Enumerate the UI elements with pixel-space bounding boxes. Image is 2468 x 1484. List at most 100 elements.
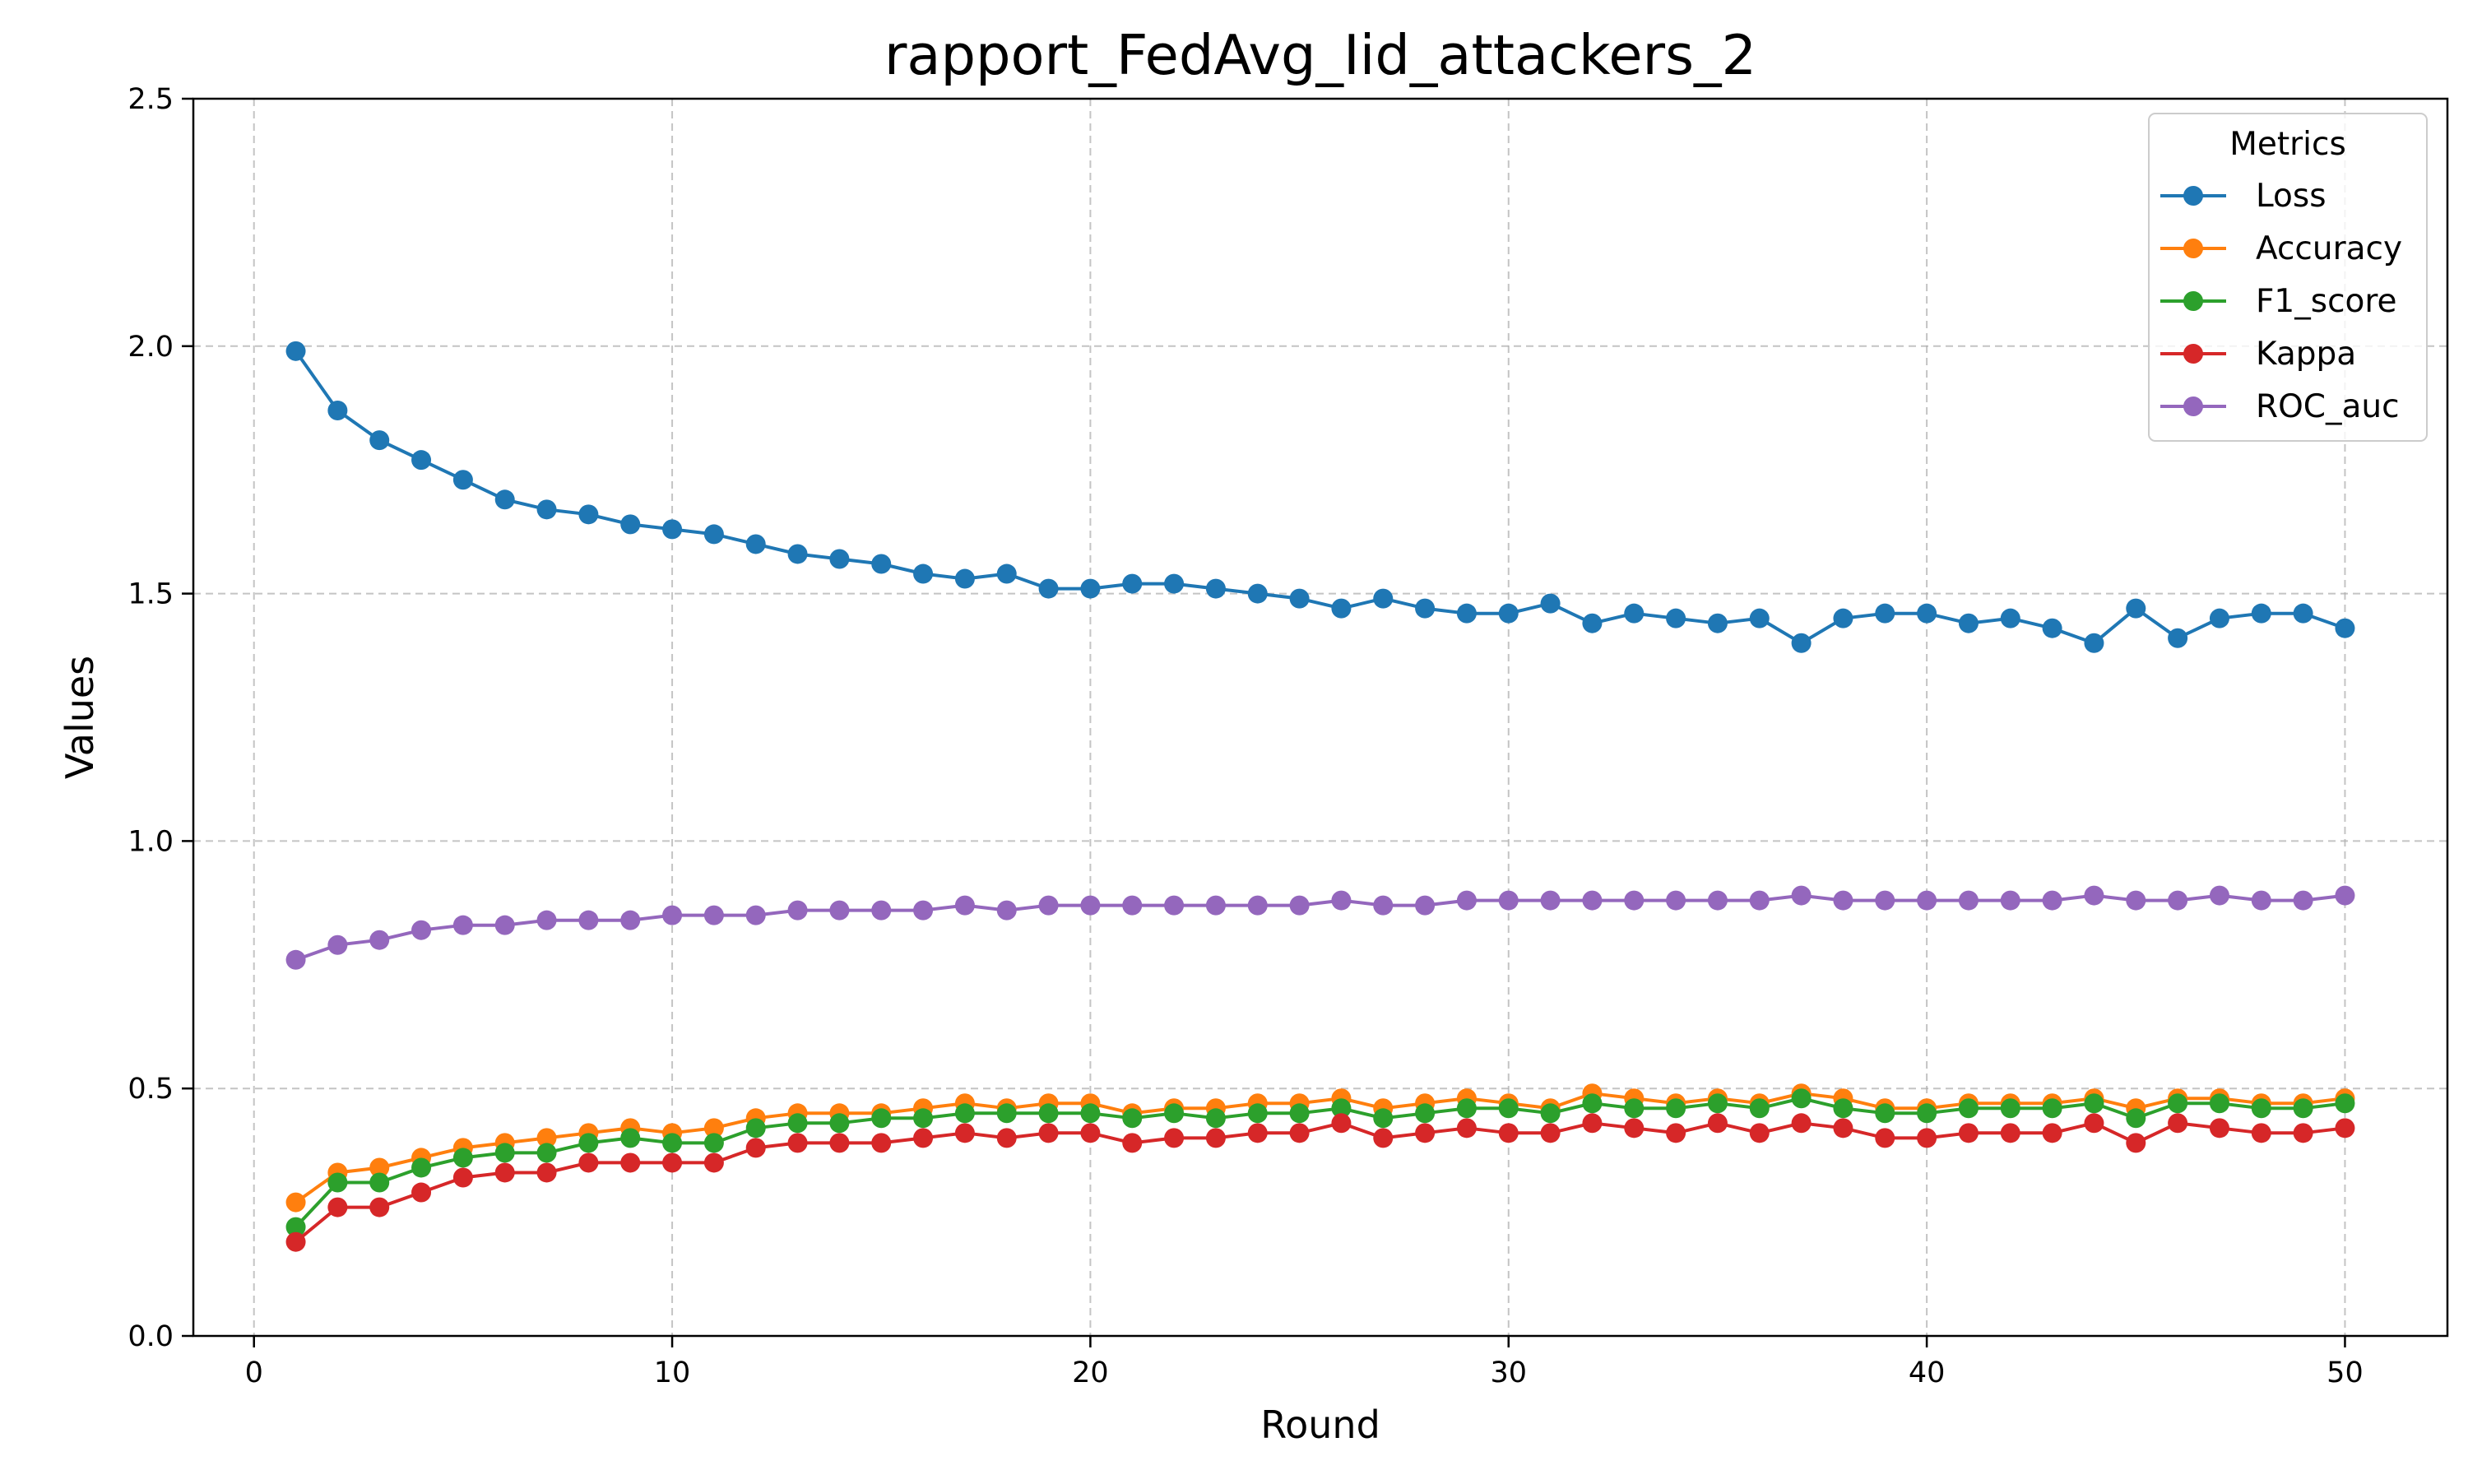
data-point-kappa	[2251, 1123, 2271, 1143]
data-point-roc-auc	[1373, 895, 1394, 916]
data-point-loss	[1205, 578, 1226, 599]
data-point-kappa	[829, 1133, 850, 1153]
data-point-roc-auc	[411, 920, 432, 940]
data-point-roc-auc	[1247, 895, 1268, 916]
data-point-kappa	[2293, 1123, 2313, 1143]
data-point-roc-auc	[1415, 895, 1436, 916]
data-point-f1-score	[1749, 1098, 1770, 1119]
data-point-f1-score	[1247, 1103, 1268, 1124]
data-point-loss	[1875, 603, 1895, 624]
data-point-roc-auc	[2042, 890, 2062, 911]
data-point-kappa	[452, 1167, 473, 1188]
data-point-loss	[1373, 588, 1394, 609]
data-point-f1-score	[703, 1133, 724, 1153]
data-point-roc-auc	[2209, 885, 2229, 906]
legend-label-roc-auc: ROC_auc	[2256, 388, 2400, 425]
data-point-loss	[703, 524, 724, 545]
data-point-kappa	[1415, 1123, 1436, 1143]
data-point-kappa	[787, 1133, 808, 1153]
data-point-loss	[1540, 593, 1561, 614]
data-point-kappa	[1875, 1128, 1895, 1148]
data-point-f1-score	[494, 1143, 515, 1163]
data-point-kappa	[1624, 1118, 1645, 1139]
data-point-f1-score	[871, 1108, 892, 1129]
data-point-kappa	[2000, 1123, 2020, 1143]
data-point-roc-auc	[703, 905, 724, 925]
data-point-kappa	[745, 1138, 766, 1158]
data-point-f1-score	[1833, 1098, 1853, 1119]
data-point-f1-score	[369, 1172, 390, 1193]
data-point-roc-auc	[452, 915, 473, 935]
x-tick-label: 50	[2327, 1356, 2364, 1389]
data-point-f1-score	[2168, 1093, 2188, 1114]
tick-layer: 0 10 20 30 40 50 0.0 0.5 1.0 1.5 2.0 2.5	[128, 83, 2363, 1389]
chart-title: rapport_FedAvg_Iid_attackers_2	[884, 23, 1756, 87]
data-point-roc-auc	[1749, 890, 1770, 911]
legend-title: Metrics	[2229, 126, 2346, 163]
legend-label-kappa: Kappa	[2256, 336, 2356, 373]
data-point-kappa	[662, 1152, 683, 1173]
x-tick-label: 40	[1909, 1356, 1946, 1389]
data-point-loss	[829, 549, 850, 569]
y-tick-label: 0.5	[128, 1073, 174, 1106]
data-point-kappa	[2126, 1133, 2146, 1153]
data-point-roc-auc	[1456, 890, 1477, 911]
series-layer	[285, 341, 2355, 1252]
legend-item-loss: Loss	[2160, 178, 2327, 215]
data-point-roc-auc	[285, 949, 306, 970]
data-point-f1-score	[1582, 1093, 1603, 1114]
series-roc-auc	[285, 885, 2355, 970]
legend-label-accuracy: Accuracy	[2256, 230, 2402, 267]
data-point-kappa	[1331, 1113, 1352, 1134]
data-point-kappa	[1917, 1128, 1937, 1148]
data-point-roc-auc	[494, 915, 515, 935]
data-point-kappa	[1958, 1123, 1979, 1143]
data-point-f1-score	[1373, 1108, 1394, 1129]
data-point-f1-score	[536, 1143, 557, 1163]
data-point-loss	[327, 401, 348, 421]
data-point-f1-score	[1205, 1108, 1226, 1129]
x-tick-label: 0	[245, 1356, 263, 1389]
data-point-loss	[578, 504, 599, 525]
data-point-f1-score	[620, 1128, 641, 1148]
data-point-kappa	[1791, 1113, 1812, 1134]
data-point-kappa	[1666, 1123, 1686, 1143]
series-kappa	[285, 1113, 2355, 1252]
data-point-loss	[1833, 608, 1853, 628]
data-point-f1-score	[1289, 1103, 1310, 1124]
legend-marker-roc-auc	[2183, 397, 2203, 416]
data-point-f1-score	[1540, 1103, 1561, 1124]
data-point-f1-score	[2126, 1108, 2146, 1129]
data-point-loss	[2209, 608, 2229, 628]
data-point-loss	[2335, 618, 2355, 638]
data-point-kappa	[1582, 1113, 1603, 1134]
data-point-roc-auc	[1331, 890, 1352, 911]
legend-label-loss: Loss	[2256, 178, 2327, 215]
data-point-loss	[285, 341, 306, 361]
data-point-f1-score	[829, 1113, 850, 1134]
data-point-f1-score	[1624, 1098, 1645, 1119]
data-point-loss	[1122, 573, 1143, 594]
data-point-loss	[871, 554, 892, 574]
y-axis-title: Values	[58, 656, 102, 779]
data-point-roc-auc	[327, 934, 348, 955]
series-f1-score	[285, 1088, 2355, 1237]
data-point-kappa	[2042, 1123, 2062, 1143]
y-tick-label: 1.0	[128, 825, 174, 858]
data-point-loss	[2168, 628, 2188, 648]
data-point-f1-score	[996, 1103, 1017, 1124]
data-point-f1-score	[2335, 1093, 2355, 1114]
data-point-f1-score	[1122, 1108, 1143, 1129]
legend-item-kappa: Kappa	[2160, 336, 2356, 373]
data-point-loss	[452, 470, 473, 490]
data-point-f1-score	[327, 1172, 348, 1193]
data-point-loss	[662, 519, 683, 540]
data-point-f1-score	[1456, 1098, 1477, 1119]
data-point-roc-auc	[2168, 890, 2188, 911]
data-point-kappa	[2084, 1113, 2104, 1134]
data-point-kappa	[1373, 1128, 1394, 1148]
data-point-f1-score	[2251, 1098, 2271, 1119]
data-point-accuracy	[536, 1128, 557, 1148]
data-point-loss	[2251, 603, 2271, 624]
data-point-loss	[913, 563, 934, 584]
